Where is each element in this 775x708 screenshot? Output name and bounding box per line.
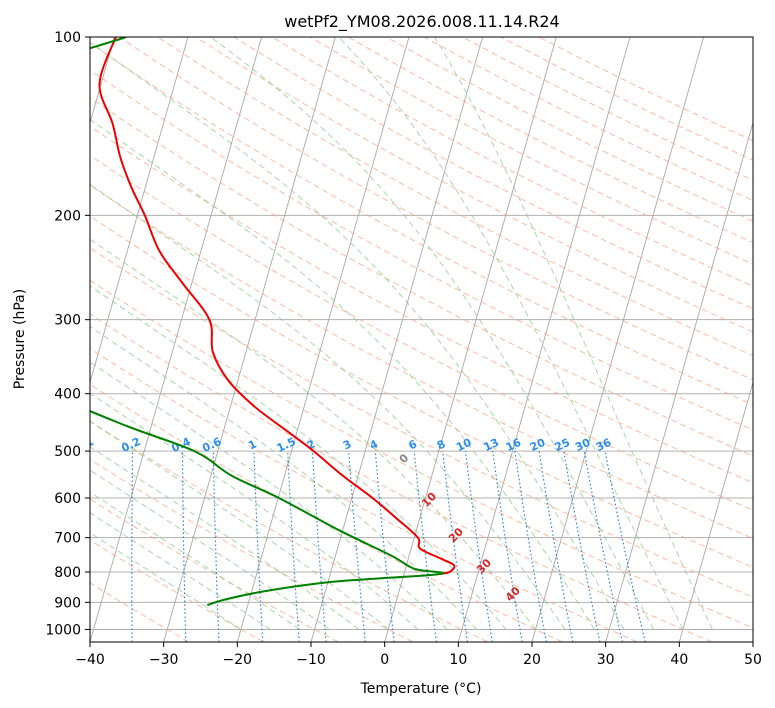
moist-adiabat xyxy=(90,183,566,630)
mixing-ratio-label: 20 xyxy=(528,436,548,454)
mixing-ratio-label: 36 xyxy=(594,436,614,454)
x-tick-label: −40 xyxy=(75,652,105,668)
x-tick-label: 50 xyxy=(744,652,762,668)
isobar-grid xyxy=(90,37,753,630)
y-axis-title: Pressure (hPa) xyxy=(12,289,28,389)
dry-adiabat xyxy=(90,313,712,642)
y-tick-label: 100 xyxy=(54,30,81,46)
moist-adiabat xyxy=(90,392,419,630)
y-tick-label: 900 xyxy=(54,595,81,611)
isotherm-line xyxy=(678,380,753,642)
dry-adiabat xyxy=(90,184,753,539)
y-tick-label: 200 xyxy=(54,208,81,224)
y-tick-label: 600 xyxy=(54,491,81,507)
dry-adiabat xyxy=(195,37,753,333)
mixing-ratio-line xyxy=(413,451,437,642)
plot-area: 0.10.20.40.611.52346810131620253036-100-… xyxy=(73,37,753,642)
isotherm-line xyxy=(457,37,631,642)
mixing-ratio-line xyxy=(492,451,523,642)
x-tick-label: 40 xyxy=(670,652,688,668)
isotherm-line xyxy=(236,37,410,642)
x-tick-label: −30 xyxy=(149,652,179,668)
x-axis-title: Temperature (°C) xyxy=(360,681,482,697)
mixing-ratio-label: 10 xyxy=(454,436,474,454)
plot-frame xyxy=(89,36,754,643)
dry-adiabat-lines xyxy=(90,37,753,642)
dry-adiabat xyxy=(90,125,753,484)
mixing-ratio-line xyxy=(374,451,395,642)
dry-adiabat xyxy=(90,247,753,598)
mixing-ratio-line xyxy=(348,451,366,642)
dry-adiabat xyxy=(90,69,753,431)
dry-adiabat xyxy=(90,42,753,406)
chart-title: wetPf2_YM08.2026.008.11.14.R24 xyxy=(284,12,559,32)
x-axis-ticks: −40 −30 −20 −10 0 10 20 30 40 50 xyxy=(75,642,762,668)
isotherm-line xyxy=(163,37,336,642)
mixing-ratio-label: 25 xyxy=(553,436,572,454)
dry-adiabat xyxy=(90,215,753,568)
moist-adiabat xyxy=(90,361,448,630)
y-tick-label: 1000 xyxy=(45,622,81,638)
y-tick-label: 300 xyxy=(54,313,81,329)
mixing-ratio-line xyxy=(583,451,623,642)
y-tick-label: 500 xyxy=(54,444,81,460)
dry-adiabat xyxy=(90,582,190,642)
mixing-ratio-lines xyxy=(131,451,646,642)
y-axis-ticks: 100 200 300 400 500 600 700 800 900 1000 xyxy=(45,30,90,638)
x-tick-label: 30 xyxy=(597,652,615,668)
mixing-ratio-label: 0.1 xyxy=(73,435,96,455)
moist-adiabat xyxy=(434,37,713,630)
x-tick-label: 0 xyxy=(380,652,389,668)
isotherm-lines xyxy=(90,37,753,642)
moist-adiabat xyxy=(90,285,507,630)
y-tick-label: 700 xyxy=(54,531,81,547)
mixing-ratio-line xyxy=(604,451,646,642)
temperature-profile xyxy=(98,37,456,575)
y-tick-label: 400 xyxy=(54,387,81,403)
isotherm-line xyxy=(90,37,263,642)
moist-adiabat xyxy=(90,420,389,630)
isotherm-line xyxy=(90,37,189,385)
isotherm-line xyxy=(531,37,705,642)
moist-adiabat xyxy=(338,37,684,630)
moist-adiabat xyxy=(90,41,625,630)
x-tick-label: 20 xyxy=(523,652,541,668)
moist-adiabat xyxy=(90,446,360,630)
mixing-ratio-line xyxy=(563,451,601,642)
y-tick-label: 800 xyxy=(54,565,81,581)
x-tick-label: 10 xyxy=(449,652,467,668)
moist-adiabat-lines xyxy=(90,37,713,630)
moist-adiabat xyxy=(210,37,654,630)
isotherm-line xyxy=(384,37,557,642)
mixing-ratio-line xyxy=(442,451,469,642)
dry-adiabat xyxy=(90,420,488,642)
moist-adiabat xyxy=(90,469,330,630)
dry-adiabat xyxy=(90,154,753,511)
sounding-series xyxy=(90,37,456,607)
x-tick-label: −10 xyxy=(296,652,326,668)
dry-adiabat xyxy=(233,37,753,310)
x-tick-label: −20 xyxy=(223,652,253,668)
isotherm-line xyxy=(605,121,753,642)
dewpoint-profile xyxy=(90,37,445,607)
mixing-ratio-line xyxy=(311,451,327,642)
mixing-ratio-label: 16 xyxy=(504,436,524,454)
mixing-ratio-label: 13 xyxy=(482,436,501,454)
dry-adiabat xyxy=(90,458,414,642)
moist-adiabat xyxy=(90,238,536,630)
moist-adiabat xyxy=(90,491,301,630)
dry-adiabat xyxy=(90,539,264,642)
dry-adiabat xyxy=(90,279,753,629)
moist-adiabat xyxy=(90,118,595,630)
mixing-ratio-label: 30 xyxy=(573,436,593,454)
mixing-ratio-line xyxy=(464,451,493,642)
